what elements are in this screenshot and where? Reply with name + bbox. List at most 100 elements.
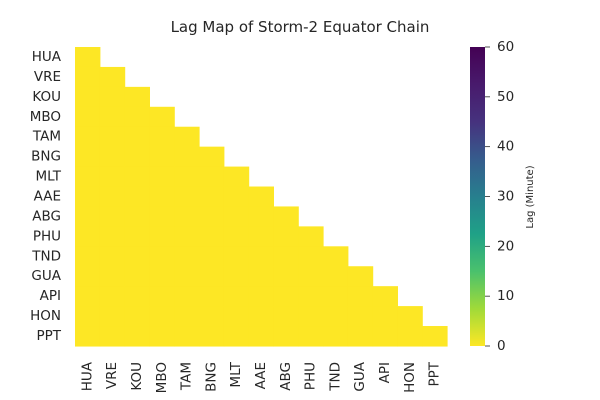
x-tick-label: GUA xyxy=(352,361,368,391)
heatmap-cell xyxy=(199,266,225,287)
heatmap-cell xyxy=(174,226,200,247)
heatmap-cell xyxy=(99,86,126,108)
heatmap-cell xyxy=(75,226,101,247)
y-tick-label: KOU xyxy=(32,89,61,105)
x-tick-label: HON xyxy=(402,362,418,393)
heatmap-cell xyxy=(298,326,324,347)
heatmap-cell xyxy=(149,246,175,267)
heatmap-cell xyxy=(273,326,299,347)
heatmap-cell xyxy=(99,286,126,307)
heatmap-cell xyxy=(75,326,101,347)
heatmap-cell xyxy=(75,266,101,287)
y-tick-labels: HUA VRE KOU MBO TAM BNG MLT AAE ABG PHU TND GUA API H… xyxy=(30,49,62,344)
heatmap-cell xyxy=(372,306,398,327)
heatmap-cell xyxy=(199,166,225,188)
heatmap-cell xyxy=(99,306,126,327)
heatmap-cell xyxy=(223,326,250,347)
y-tick-label: MBO xyxy=(30,109,61,125)
heatmap-cell xyxy=(124,286,150,307)
heatmap-cell xyxy=(223,226,250,247)
heatmap-cell xyxy=(199,146,225,168)
heatmap-cell xyxy=(223,286,250,307)
y-tick-label: API xyxy=(40,288,61,304)
heatmap-cell xyxy=(174,206,200,227)
x-tick-label: TND xyxy=(327,362,343,392)
colorbar-label: Lag (Minute) xyxy=(525,165,536,228)
heatmap-cell xyxy=(223,306,250,327)
y-tick-label: MLT xyxy=(35,169,61,185)
heatmap-cell xyxy=(223,266,250,287)
heatmap-cell xyxy=(174,306,200,327)
y-tick-label: BNG xyxy=(31,149,61,165)
x-tick-label: MLT xyxy=(228,361,244,387)
heatmap-cell xyxy=(149,306,175,327)
heatmap-cell xyxy=(248,266,274,287)
heatmap-cell xyxy=(174,126,200,148)
colorbar-tick-label: 50 xyxy=(497,89,514,105)
heatmap-cell xyxy=(149,266,175,287)
heatmap-cell xyxy=(149,206,175,227)
heatmap-cell xyxy=(273,266,299,287)
x-tick-label: PPT xyxy=(427,361,443,386)
heatmap-cell xyxy=(298,246,324,267)
heatmap-cell xyxy=(124,326,150,347)
heatmap-cell xyxy=(99,206,126,227)
heatmap-cell xyxy=(199,186,225,208)
heatmap-cell xyxy=(199,306,225,327)
heatmap-cell xyxy=(223,186,250,208)
x-tick-label: MBO xyxy=(154,362,170,393)
heatmap-cell xyxy=(397,306,423,327)
heatmap-cell xyxy=(347,326,374,347)
heatmap-cell xyxy=(199,206,225,227)
heatmap-cell xyxy=(298,306,324,327)
chart-title: Lag Map of Storm-2 Equator Chain xyxy=(171,18,430,36)
heatmap-cell xyxy=(75,86,101,108)
x-tick-label: TAM xyxy=(179,362,195,391)
heatmap-cell xyxy=(124,126,150,148)
heatmap-cell xyxy=(248,206,274,227)
heatmap-cell xyxy=(124,246,150,267)
colorbar-tick-label: 20 xyxy=(497,238,514,254)
heatmap-cell xyxy=(149,226,175,247)
heatmap-cell xyxy=(149,286,175,307)
y-tick-label: AAE xyxy=(34,188,61,204)
heatmap-cell xyxy=(149,326,175,347)
heatmap-cell xyxy=(99,146,126,168)
heatmap-cell xyxy=(124,266,150,287)
heatmap-cell xyxy=(124,86,150,108)
colorbar-tick-label: 60 xyxy=(497,39,514,55)
heatmap-cell xyxy=(99,226,126,247)
heatmap-cell xyxy=(372,286,398,307)
heatmap-cell xyxy=(75,206,101,227)
y-tick-label: HON xyxy=(30,308,61,324)
heatmap-cell xyxy=(199,326,225,347)
x-tick-label: BNG xyxy=(203,362,219,392)
heatmap-cell xyxy=(323,326,349,347)
heatmap-cell xyxy=(273,206,299,227)
colorbar-tick-label: 40 xyxy=(497,139,514,155)
heatmap-cell xyxy=(124,106,150,128)
heatmap-cell xyxy=(124,146,150,168)
y-tick-label: HUA xyxy=(32,49,62,65)
y-tick-label: PPT xyxy=(36,328,61,344)
heatmap-cell xyxy=(248,186,274,208)
heatmap-cell xyxy=(174,166,200,188)
heatmap-cell xyxy=(347,286,374,307)
heatmap-cell xyxy=(298,286,324,307)
heatmap-cell xyxy=(273,226,299,247)
heatmap-cell xyxy=(174,186,200,208)
heatmap-cell xyxy=(99,326,126,347)
heatmap-cell xyxy=(75,126,101,148)
heatmap-cell xyxy=(372,326,398,347)
y-tick-label: ABG xyxy=(32,208,61,224)
heatmap-cell xyxy=(273,286,299,307)
colorbar xyxy=(470,47,485,346)
heatmap-cell xyxy=(323,246,349,267)
heatmap-cell xyxy=(75,286,101,307)
heatmap-cell xyxy=(347,266,374,287)
heatmap-cell xyxy=(323,306,349,327)
heatmap-cells xyxy=(75,47,448,347)
heatmap-cell xyxy=(99,246,126,267)
heatmap-cell xyxy=(75,166,101,188)
heatmap-cell xyxy=(323,266,349,287)
